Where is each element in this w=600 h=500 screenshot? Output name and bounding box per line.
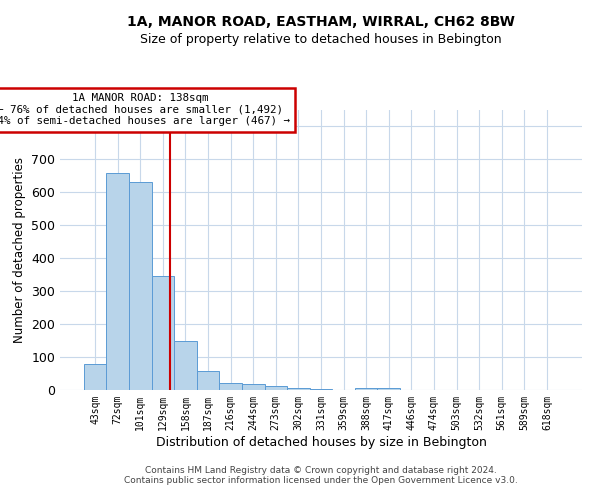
Bar [242,384,265,390]
Text: Distribution of detached houses by size in Bebington: Distribution of detached houses by size … [155,436,487,449]
Y-axis label: Number of detached properties: Number of detached properties [13,157,26,343]
Text: 1A MANOR ROAD: 138sqm
← 76% of detached houses are smaller (1,492)
24% of semi-d: 1A MANOR ROAD: 138sqm ← 76% of detached … [0,94,290,126]
Bar [129,182,152,390]
Text: Size of property relative to detached houses in Bebington: Size of property relative to detached ho… [140,32,502,46]
Text: 1A, MANOR ROAD, EASTHAM, WIRRAL, CH62 8BW: 1A, MANOR ROAD, EASTHAM, WIRRAL, CH62 8B… [127,15,515,29]
Bar [377,388,400,390]
Bar [106,172,129,390]
Bar [265,386,287,390]
Bar [197,371,220,390]
Bar [220,383,242,390]
Bar [174,340,197,390]
Bar [355,388,377,390]
Text: Contains HM Land Registry data © Crown copyright and database right 2024.
Contai: Contains HM Land Registry data © Crown c… [124,466,518,485]
Bar [84,364,106,390]
Bar [287,388,310,390]
Bar [310,389,332,390]
Bar [152,276,174,390]
